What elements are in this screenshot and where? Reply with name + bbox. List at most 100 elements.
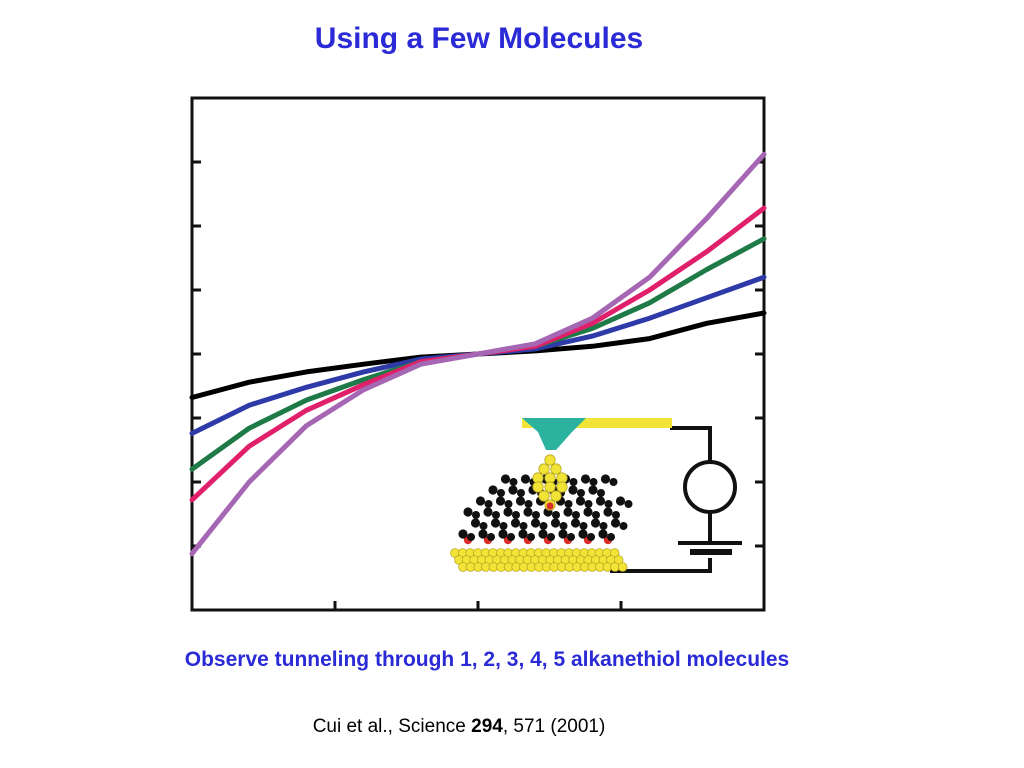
carbon-atom — [498, 529, 508, 539]
carbon-atom — [499, 522, 508, 530]
sulfur-atom — [546, 502, 554, 510]
carbon-atom — [589, 478, 598, 486]
carbon-atom — [588, 485, 598, 495]
carbon-atom — [552, 511, 560, 519]
carbon-atom — [547, 533, 555, 541]
stm-tip — [522, 418, 586, 450]
carbon-atom — [567, 533, 575, 541]
carbon-atom — [518, 529, 528, 539]
carbon-atom — [484, 500, 493, 508]
carbon-atom — [492, 511, 500, 519]
carbon-atom — [515, 496, 526, 506]
stm-inset-diagram — [450, 418, 742, 573]
carbon-atom — [550, 518, 561, 528]
slide-title: Using a Few Molecules — [314, 22, 644, 55]
carbon-atom — [572, 511, 580, 519]
gold-tip-atom — [544, 454, 556, 466]
carbon-atom — [490, 518, 501, 528]
carbon-atom — [519, 522, 528, 530]
carbon-atom — [503, 507, 513, 517]
carbon-atom — [569, 478, 578, 486]
carbon-atom — [523, 507, 533, 517]
carbon-atom — [612, 511, 620, 519]
carbon-atom — [487, 533, 495, 541]
carbon-atom — [597, 489, 605, 497]
carbon-atom — [520, 474, 531, 484]
carbon-atom — [600, 474, 611, 484]
carbon-atom — [607, 533, 615, 541]
carbon-atom — [517, 489, 525, 497]
carbon-atom — [500, 474, 511, 484]
carbon-atom — [599, 522, 608, 530]
carbon-atom — [530, 518, 541, 528]
gold-tip-atom — [538, 490, 550, 502]
carbon-atom — [577, 489, 585, 497]
carbon-atom — [603, 507, 613, 517]
tip-lead — [522, 418, 672, 428]
carbon-atom — [512, 511, 520, 519]
curve-series — [189, 151, 767, 557]
carbon-atom — [508, 485, 518, 495]
carbon-atom — [507, 533, 515, 541]
citation-suffix: , 571 (2001) — [502, 716, 606, 737]
gold-tip-atom — [550, 490, 562, 502]
carbon-atom — [587, 533, 595, 541]
gold-tip-atom — [544, 481, 556, 493]
carbon-atom — [558, 529, 568, 539]
carbon-atom — [483, 507, 493, 517]
carbon-atom — [532, 511, 540, 519]
carbon-atom — [579, 522, 588, 530]
carbon-atom — [497, 489, 505, 497]
iv-curve-figure — [189, 96, 767, 612]
carbon-atom — [463, 507, 473, 517]
carbon-atom — [488, 485, 498, 495]
gold-tip-atom — [532, 481, 544, 493]
carbon-atom — [509, 478, 518, 486]
carbon-atom — [475, 496, 486, 506]
carbon-atom — [584, 500, 593, 508]
carbon-atom — [563, 507, 573, 517]
carbon-atom — [478, 529, 488, 539]
carbon-atom — [568, 485, 578, 495]
carbon-atom — [595, 496, 606, 506]
carbon-atom — [510, 518, 521, 528]
figure-caption: Observe tunneling through 1, 2, 3, 4, 5 … — [184, 648, 790, 671]
carbon-atom — [527, 533, 535, 541]
carbon-atom — [610, 518, 621, 528]
carbon-atom — [470, 518, 481, 528]
carbon-atom — [495, 496, 506, 506]
carbon-atom — [564, 500, 573, 508]
carbon-atom — [590, 518, 601, 528]
carbon-atom — [467, 533, 475, 541]
carbon-atom — [524, 500, 533, 508]
carbon-atom — [479, 522, 488, 530]
carbon-atom — [570, 518, 581, 528]
carbon-atom — [592, 511, 600, 519]
gold-tip-atom — [538, 463, 550, 475]
carbon-atom — [559, 522, 568, 530]
carbon-atom — [598, 529, 608, 539]
carbon-atom — [538, 529, 548, 539]
gold-substrate-atom — [617, 562, 628, 572]
carbon-atom — [624, 500, 633, 508]
iv-curve-5-molecule — [189, 151, 767, 557]
carbon-atom — [604, 500, 613, 508]
gold-tip-atom — [556, 481, 568, 493]
axis-ticks — [192, 160, 764, 610]
carbon-atom — [458, 529, 468, 539]
ammeter-circle-icon — [683, 460, 737, 514]
citation-prefix: Cui et al., Science — [312, 716, 472, 737]
carbon-atom — [578, 529, 588, 539]
carbon-atom — [472, 511, 480, 519]
carbon-atom — [583, 507, 593, 517]
citation: Cui et al., Science 294, 571 (2001) — [0, 716, 918, 738]
citation-volume: 294 — [471, 716, 503, 737]
gold-tip-atom — [550, 463, 562, 475]
atom-layer — [450, 454, 633, 572]
carbon-atom — [504, 500, 513, 508]
carbon-atom — [575, 496, 586, 506]
carbon-atom — [609, 478, 618, 486]
carbon-atom — [619, 522, 628, 530]
carbon-atom — [580, 474, 591, 484]
carbon-atom — [539, 522, 548, 530]
